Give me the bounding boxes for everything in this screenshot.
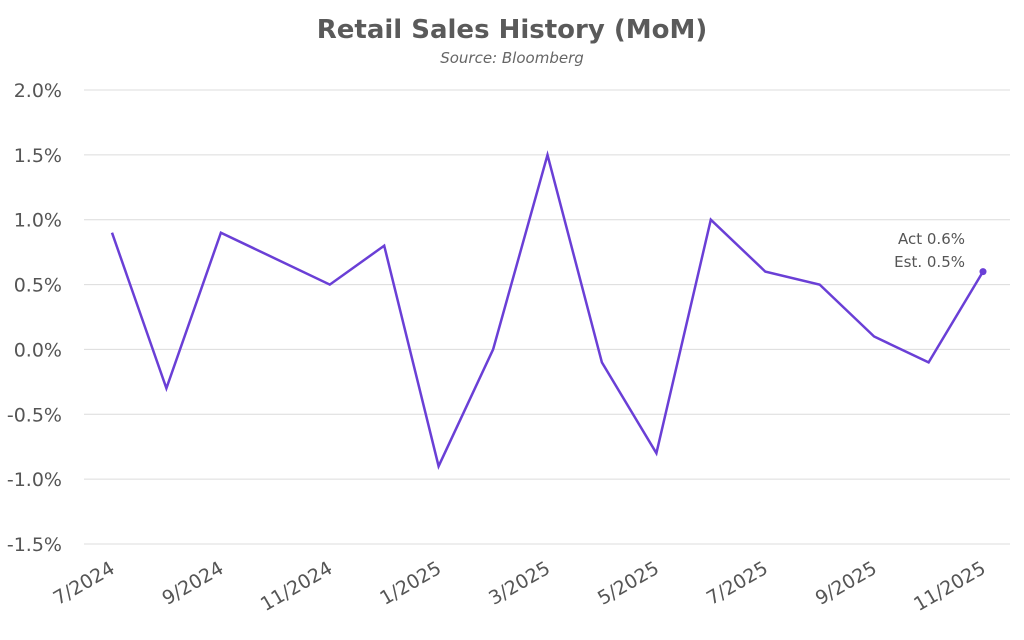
x-tick-label: 7/2025: [703, 557, 772, 609]
x-tick-label: 7/2024: [50, 557, 119, 609]
grid-lines: [84, 89, 1010, 545]
annotation-estimate: Est. 0.5%: [894, 253, 965, 271]
y-tick-label: 1.0%: [14, 210, 62, 232]
x-tick-label: 5/2025: [594, 557, 663, 609]
annotation-actual: Act 0.6%: [898, 230, 965, 248]
x-tick-label: 9/2025: [812, 557, 881, 609]
series-line-layer: [110, 150, 985, 470]
y-tick-label: -0.5%: [7, 404, 62, 426]
x-axis-tick-labels: 7/2024 9/2024 11/2024 1/2025 3/2025 5/2025 7/2…: [50, 557, 990, 616]
y-tick-label: -1.5%: [7, 534, 62, 556]
x-tick-label: 9/2024: [158, 557, 227, 609]
x-tick-label: 11/2025: [910, 557, 989, 616]
annotation-layer: Act 0.6% Est. 0.5%: [894, 230, 965, 271]
y-tick-label: -1.0%: [7, 469, 62, 491]
x-tick-label: 11/2024: [257, 557, 336, 616]
y-tick-label: 1.5%: [14, 145, 62, 167]
chart-title: Retail Sales History (MoM): [317, 15, 707, 45]
series-line: [110, 150, 985, 470]
last-data-point: [979, 268, 987, 276]
y-axis-tick-labels: 2.0% 1.5% 1.0% 0.5% 0.0% -0.5% -1.0% -1.5%: [7, 80, 62, 556]
y-tick-label: 2.0%: [14, 80, 62, 102]
y-tick-label: 0.5%: [14, 275, 62, 297]
y-tick-label: 0.0%: [14, 339, 62, 361]
x-tick-label: 1/2025: [376, 557, 445, 609]
x-tick-label: 3/2025: [485, 557, 554, 609]
series-point-layer: [979, 268, 987, 276]
chart-subtitle: Source: Bloomberg: [440, 49, 584, 67]
